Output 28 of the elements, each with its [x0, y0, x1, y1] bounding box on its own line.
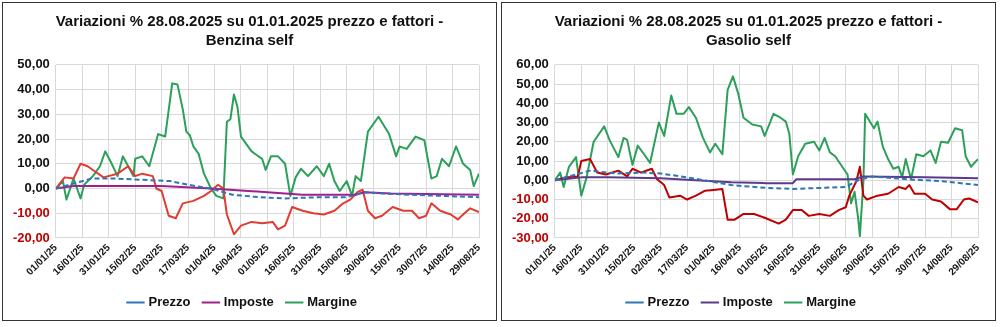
y-tick-label: -10,00: [12, 204, 50, 220]
y-tick-label: 50,00: [516, 75, 549, 91]
y-tick-label: -20,00: [511, 210, 549, 226]
legend-label: Imposte: [722, 294, 773, 310]
chart-title: Variazioni % 28.08.2025 su 01.01.2025 prezzo e fattori - Gasolio self: [553, 11, 944, 50]
line-series: [554, 169, 978, 190]
legend-label: Margine: [806, 294, 857, 310]
y-tick-label: 30,00: [516, 114, 549, 130]
y-tick-label: -30,00: [511, 229, 549, 245]
y-tick-label: 60,00: [516, 56, 549, 72]
y-tick-label: 10,00: [17, 155, 50, 171]
legend-label: Imposte: [223, 294, 274, 310]
y-tick-label: -10,00: [511, 191, 549, 207]
y-tick-label: 20,00: [17, 130, 50, 146]
legend-label: Prezzo: [148, 294, 191, 310]
y-tick-label: 40,00: [516, 94, 549, 110]
y-tick-label: 50,00: [17, 56, 50, 72]
y-tick-label: 20,00: [516, 133, 549, 149]
y-tick-label: -20,00: [12, 229, 50, 245]
y-tick-label: 0,00: [24, 180, 50, 196]
y-tick-label: 40,00: [17, 81, 50, 97]
y-tick-label: 10,00: [516, 152, 549, 168]
line-series: [55, 177, 479, 200]
y-tick-label: 30,00: [17, 105, 50, 121]
y-tick-label: 0,00: [523, 171, 549, 187]
chart-title: Variazioni % 28.08.2025 su 01.01.2025 prezzo e fattori - Benzina self: [54, 11, 445, 50]
legend-label: Prezzo: [647, 294, 690, 310]
legend-label: Margine: [307, 294, 358, 310]
